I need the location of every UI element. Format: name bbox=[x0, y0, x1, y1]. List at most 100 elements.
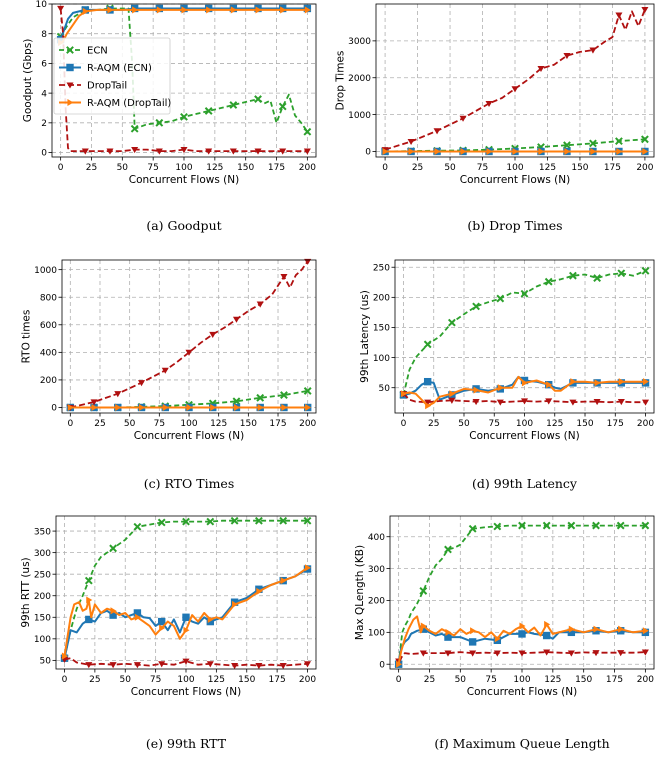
x-tick-label: 150 bbox=[240, 419, 257, 429]
marker-point bbox=[256, 393, 265, 402]
y-tick-label: 200 bbox=[40, 376, 57, 386]
subplot-3: 0 25 50 75 100 125 150 175 200 0 200 400 600 800 1000 C… bbox=[21, 258, 317, 491]
y-tick-label: 150 bbox=[34, 613, 51, 623]
marker-point bbox=[493, 650, 501, 657]
x-tick-label: 75 bbox=[150, 675, 161, 685]
marker-point bbox=[232, 600, 239, 608]
marker-point bbox=[544, 277, 553, 286]
marker-point bbox=[641, 266, 650, 275]
marker-point bbox=[209, 331, 217, 338]
x-tick-label: 25 bbox=[428, 419, 439, 429]
marker-point bbox=[279, 662, 287, 670]
x-tick-label: 75 bbox=[477, 163, 488, 173]
marker-point bbox=[589, 139, 597, 148]
marker-point bbox=[206, 517, 215, 526]
legend-label: ECN bbox=[87, 46, 108, 57]
x-tick-label: 200 bbox=[637, 419, 654, 429]
marker-point bbox=[642, 378, 650, 386]
x-axis-label: Concurrent Flows (N) bbox=[467, 686, 577, 698]
marker-point bbox=[424, 399, 432, 406]
marker-point bbox=[61, 652, 69, 660]
marker-point bbox=[206, 6, 213, 14]
marker-legend bbox=[67, 98, 74, 107]
series-droptail bbox=[57, 5, 311, 155]
marker-point bbox=[408, 147, 415, 155]
x-tick-label: 175 bbox=[606, 675, 623, 685]
x-tick-label: 100 bbox=[177, 675, 194, 685]
y-tick-label: 150 bbox=[373, 324, 390, 334]
y-tick-label: 8 bbox=[41, 30, 47, 40]
x-axis-label: Concurrent Flows (N) bbox=[134, 430, 244, 442]
marker-point bbox=[86, 596, 93, 604]
marker-point bbox=[90, 399, 98, 406]
marker-legend bbox=[66, 63, 74, 72]
x-tick-label: 0 bbox=[58, 163, 64, 173]
marker-point bbox=[617, 398, 625, 406]
y-tick-label: 10 bbox=[36, 0, 48, 10]
y-tick-label: 200 bbox=[34, 592, 51, 602]
subplot-caption: (c) RTO Times bbox=[144, 476, 234, 491]
y-tick-label: 0 bbox=[41, 149, 47, 159]
marker-point bbox=[468, 638, 477, 646]
marker-point bbox=[617, 650, 625, 657]
y-tick-label: 800 bbox=[40, 293, 57, 303]
y-tick-label: 100 bbox=[368, 629, 385, 639]
marker-point bbox=[186, 403, 193, 412]
marker-point bbox=[640, 135, 649, 144]
marker-point bbox=[569, 271, 577, 280]
marker-point bbox=[459, 115, 467, 122]
marker-point bbox=[183, 626, 190, 634]
series-line bbox=[402, 269, 646, 396]
legend-label: R-AQM (DropTail) bbox=[87, 98, 171, 109]
marker-point bbox=[232, 316, 240, 323]
y-tick-label: 3000 bbox=[348, 37, 371, 47]
marker-point bbox=[254, 95, 262, 103]
marker-point bbox=[448, 397, 456, 404]
marker-point bbox=[472, 398, 480, 406]
y-tick-label: 400 bbox=[40, 349, 57, 359]
marker-point bbox=[281, 403, 288, 412]
marker-point bbox=[593, 274, 602, 282]
marker-point bbox=[570, 378, 577, 386]
marker-point bbox=[303, 148, 311, 155]
marker-point bbox=[304, 6, 311, 14]
marker-point bbox=[615, 12, 623, 19]
series-droptail bbox=[60, 656, 312, 670]
x-tick-label: 50 bbox=[444, 163, 456, 173]
y-tick-label: 300 bbox=[34, 549, 51, 559]
marker-point bbox=[303, 661, 312, 668]
marker-point bbox=[445, 628, 452, 636]
marker-point bbox=[255, 662, 263, 670]
x-tick-label: 150 bbox=[576, 419, 593, 429]
series-ecn bbox=[399, 266, 650, 399]
x-tick-label: 150 bbox=[575, 675, 592, 685]
marker-point bbox=[642, 627, 649, 635]
marker-point bbox=[180, 112, 188, 121]
marker-point bbox=[519, 622, 526, 630]
marker-point bbox=[106, 148, 114, 155]
x-tick-label: 150 bbox=[237, 163, 254, 173]
series-droptail bbox=[381, 6, 649, 154]
marker-point bbox=[229, 101, 238, 109]
x-tick-label: 0 bbox=[382, 163, 388, 173]
y-tick-label: 1000 bbox=[34, 266, 57, 276]
y-tick-label: 0 bbox=[379, 660, 385, 670]
x-tick-label: 175 bbox=[607, 419, 624, 429]
y-tick-label: 250 bbox=[34, 570, 51, 580]
marker-point bbox=[158, 617, 166, 626]
y-axis-label: Goodput (Gbps) bbox=[22, 39, 34, 123]
marker-point bbox=[469, 650, 477, 657]
x-tick-label: 75 bbox=[147, 163, 158, 173]
x-tick-label: 0 bbox=[67, 419, 73, 429]
series-droptail bbox=[395, 649, 649, 665]
legend-label: DropTail bbox=[87, 81, 127, 92]
marker-point bbox=[470, 627, 477, 635]
marker-point bbox=[486, 147, 493, 155]
x-tick-label: 200 bbox=[299, 163, 316, 173]
y-tick-label: 300 bbox=[368, 565, 385, 575]
marker-point bbox=[616, 147, 623, 155]
marker-point bbox=[158, 661, 166, 668]
y-axis-label: RTO times bbox=[21, 310, 33, 364]
subplot-caption: (d) 99th Latency bbox=[472, 476, 578, 491]
